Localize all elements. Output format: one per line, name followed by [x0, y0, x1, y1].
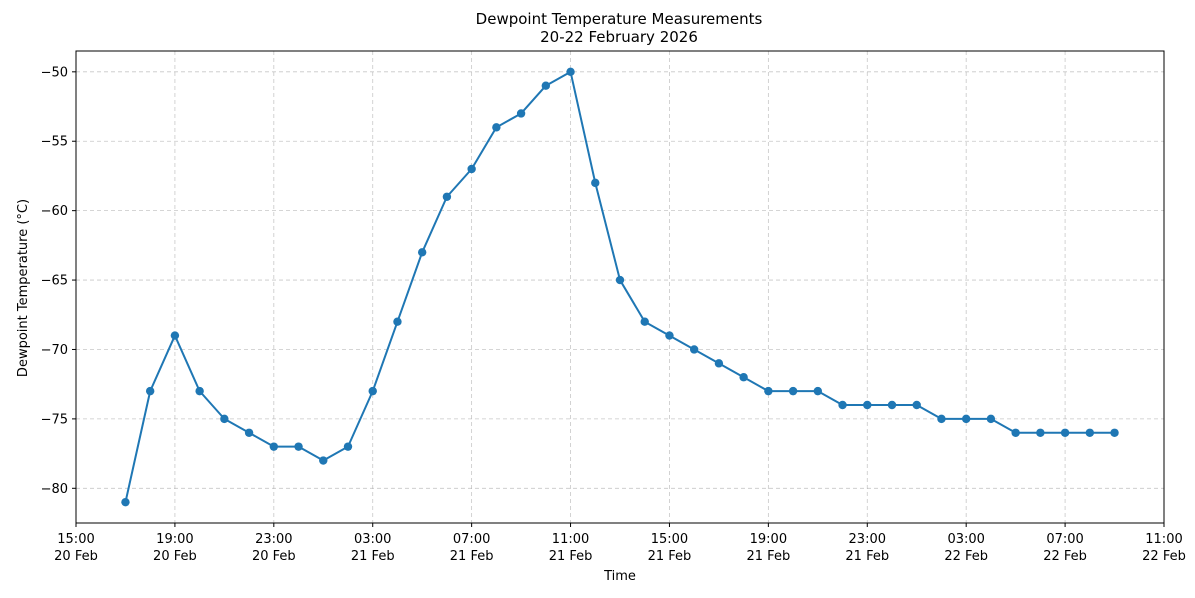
x-tick-label-time: 23:00: [255, 532, 292, 547]
data-point: [170, 331, 180, 340]
x-tick-label-time: 19:00: [156, 532, 193, 547]
x-axis-label: Time: [603, 569, 636, 584]
x-tick-label-time: 11:00: [1145, 532, 1182, 547]
data-point: [393, 317, 402, 326]
data-point: [764, 386, 773, 396]
y-tick-label: −70: [41, 343, 68, 358]
data-point: [145, 386, 155, 396]
data-point: [195, 386, 204, 396]
data-point: [640, 317, 649, 326]
x-tick-label-date: 21 Feb: [450, 549, 494, 564]
data-point: [244, 428, 254, 437]
data-point: [665, 331, 674, 340]
data-point: [1036, 428, 1045, 437]
data-point: [417, 248, 427, 257]
data-point: [887, 400, 897, 410]
data-point: [788, 386, 798, 396]
x-tick-label-date: 20 Feb: [54, 549, 98, 564]
x-tick-label-date: 22 Feb: [1142, 549, 1186, 564]
data-point: [615, 275, 625, 285]
x-tick-label-time: 07:00: [1046, 532, 1083, 547]
data-point: [689, 345, 699, 354]
data-point: [541, 81, 551, 90]
y-tick-label: −75: [41, 412, 68, 427]
x-tick-label-time: 23:00: [849, 532, 886, 547]
x-tick-label-time: 19:00: [750, 532, 787, 547]
grid-layer: [75, 51, 1165, 523]
x-tick-label-time: 03:00: [947, 532, 984, 547]
data-point: [319, 456, 328, 465]
x-tick-label-time: 15:00: [57, 532, 94, 547]
data-point: [368, 386, 377, 396]
data-point: [121, 497, 130, 507]
y-tick-label: −65: [41, 274, 68, 289]
data-point: [269, 442, 279, 451]
x-tick-label-date: 22 Feb: [1043, 549, 1087, 564]
chart-title: Dewpoint Temperature Measurements: [476, 10, 763, 28]
x-tick-label-date: 21 Feb: [845, 549, 889, 564]
data-point: [912, 400, 921, 410]
data-point: [838, 400, 847, 410]
data-point: [739, 373, 748, 382]
tick-layer: 15:00 20 Feb 19:00 20 Feb 23:00 20 Feb 03:00 21…: [41, 65, 1186, 564]
data-point: [714, 359, 724, 368]
data-point: [863, 400, 872, 410]
x-tick-label-time: 07:00: [453, 532, 490, 547]
data-point: [343, 442, 353, 451]
data-point: [813, 386, 823, 396]
data-point: [986, 414, 996, 424]
data-point: [220, 414, 229, 424]
y-axis-label: Dewpoint Temperature (°C): [16, 199, 31, 377]
series-layer: [121, 67, 1119, 507]
data-point: [937, 414, 946, 424]
x-tick-label-date: 21 Feb: [747, 549, 791, 564]
data-point: [1060, 428, 1070, 437]
data-point: [294, 442, 303, 451]
y-tick-label: −80: [41, 482, 68, 497]
x-tick-label-date: 20 Feb: [252, 549, 296, 564]
x-tick-label-date: 21 Feb: [648, 549, 692, 564]
y-tick-label: −60: [41, 204, 68, 219]
data-point: [566, 67, 575, 77]
data-point: [516, 109, 526, 118]
plot-frame: [75, 50, 1165, 524]
x-tick-label-date: 21 Feb: [351, 549, 395, 564]
x-tick-label-date: 20 Feb: [153, 549, 197, 564]
data-point: [961, 414, 971, 424]
x-tick-label-time: 03:00: [354, 532, 391, 547]
y-tick-label: −50: [41, 65, 68, 80]
x-tick-label-time: 11:00: [552, 532, 589, 547]
data-point: [1110, 428, 1119, 437]
data-point: [1011, 428, 1020, 437]
chart-subtitle: 20-22 February 2026: [540, 28, 698, 46]
data-point: [1085, 428, 1095, 437]
y-tick-label: −55: [41, 135, 68, 150]
data-point: [467, 164, 476, 174]
data-point: [492, 123, 501, 132]
data-point: [442, 192, 452, 201]
x-tick-label-date: 22 Feb: [944, 549, 988, 564]
x-tick-label-date: 21 Feb: [549, 549, 593, 564]
data-point: [591, 178, 600, 188]
x-tick-label-time: 15:00: [651, 532, 688, 547]
